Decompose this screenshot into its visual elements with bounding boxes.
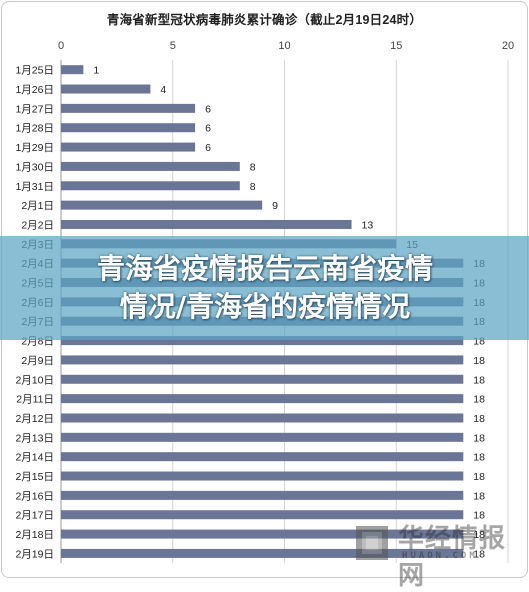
data-label: 18 <box>473 452 485 464</box>
x-tick-label: 20 <box>502 40 514 52</box>
y-tick-label: 2月12日 <box>15 413 54 425</box>
data-label: 18 <box>473 510 485 522</box>
bar <box>61 432 464 442</box>
y-tick-label: 1月31日 <box>15 181 54 193</box>
data-label: 6 <box>205 123 211 135</box>
y-tick-label: 2月18日 <box>15 529 54 541</box>
data-label: 6 <box>205 103 211 115</box>
y-tick-label: 1月30日 <box>15 161 54 173</box>
bar <box>61 548 464 558</box>
x-tick-label: 5 <box>170 40 176 52</box>
y-tick-label: 2月2日 <box>21 219 54 231</box>
headline-line-1: 青海省疫情报告云南省疫情 <box>96 252 433 285</box>
headline-text: 青海省疫情报告云南省疫情 情况/青海省的疫情情况 <box>20 250 510 326</box>
y-tick-label: 2月17日 <box>15 510 54 522</box>
data-label: 18 <box>473 355 485 367</box>
x-tick-label: 15 <box>390 40 402 52</box>
data-label: 9 <box>272 200 278 212</box>
data-label: 18 <box>473 413 485 425</box>
bar <box>61 219 352 229</box>
y-tick-label: 1月29日 <box>15 142 54 154</box>
bar <box>61 65 84 75</box>
bar <box>61 355 464 365</box>
data-label: 18 <box>473 336 485 348</box>
watermark-domain: HUAON.COM <box>402 551 478 561</box>
bar <box>61 181 240 191</box>
data-label: 18 <box>473 374 485 386</box>
bar <box>61 103 196 113</box>
x-tick-label: 10 <box>278 40 290 52</box>
bar <box>61 123 196 133</box>
data-label: 4 <box>160 84 166 96</box>
bar <box>61 490 464 500</box>
bar <box>61 336 464 346</box>
data-label: 18 <box>473 471 485 483</box>
bar <box>61 529 464 539</box>
data-label: 18 <box>473 394 485 406</box>
bar <box>61 452 464 462</box>
y-tick-label: 2月9日 <box>21 355 54 367</box>
headline-banner <box>0 236 529 340</box>
data-label: 18 <box>473 529 485 541</box>
y-tick-label: 1月28日 <box>15 123 54 135</box>
bar <box>61 84 151 94</box>
bar <box>61 413 464 423</box>
bar <box>61 374 464 384</box>
y-tick-label: 1月27日 <box>15 103 54 115</box>
data-label: 13 <box>362 219 374 231</box>
y-tick-label: 1月26日 <box>15 84 54 96</box>
data-label: 6 <box>205 142 211 154</box>
y-tick-label: 2月19日 <box>15 548 54 560</box>
bar <box>61 200 263 210</box>
data-label: 8 <box>250 181 256 193</box>
y-tick-label: 2月13日 <box>15 432 54 444</box>
y-tick-label: 2月1日 <box>21 200 54 212</box>
bar <box>61 394 464 404</box>
bar <box>61 510 464 520</box>
data-label: 18 <box>473 548 485 560</box>
bar <box>61 161 240 171</box>
data-label: 18 <box>473 432 485 444</box>
bar <box>61 142 196 152</box>
y-tick-label: 2月10日 <box>15 374 54 386</box>
y-tick-label: 2月11日 <box>16 394 54 406</box>
y-tick-label: 2月14日 <box>15 452 54 464</box>
y-tick-label: 2月16日 <box>15 490 54 502</box>
y-tick-label: 2月15日 <box>15 471 54 483</box>
y-tick-label: 1月25日 <box>15 65 54 77</box>
watermark-logo-icon <box>356 526 388 560</box>
data-label: 8 <box>250 161 256 173</box>
chart-title: 青海省新型冠状病毒肺炎累计确诊（截止2月19日24时） <box>106 13 423 27</box>
headline-line-2: 情况/青海省的疫情情况 <box>119 290 411 323</box>
data-label: 18 <box>473 490 485 502</box>
data-label: 1 <box>93 65 99 77</box>
bar <box>61 471 464 481</box>
x-tick-label: 0 <box>58 40 64 52</box>
